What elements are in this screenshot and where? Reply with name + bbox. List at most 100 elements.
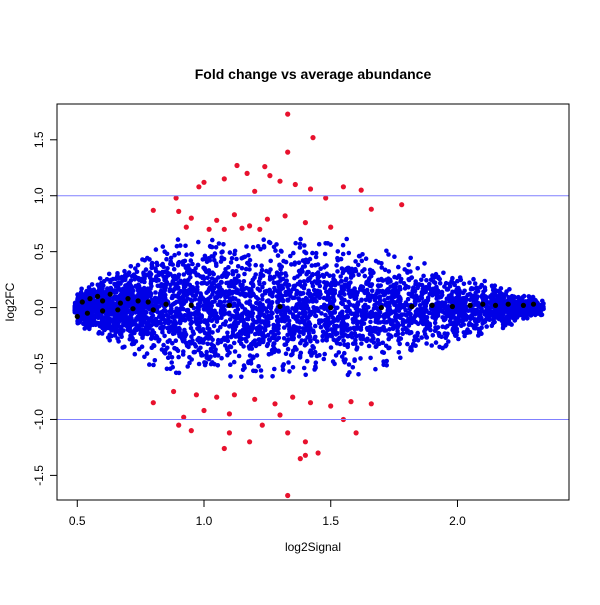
- data-point: [313, 254, 319, 260]
- data-point: [124, 282, 130, 288]
- data-point: [322, 317, 328, 323]
- data-point: [219, 315, 224, 321]
- data-point: [182, 327, 187, 333]
- data-point: [346, 287, 351, 293]
- data-point: [403, 307, 408, 313]
- data-point: [275, 299, 280, 304]
- data-point: [433, 316, 438, 322]
- data-point: [274, 294, 280, 299]
- data-point: [162, 249, 167, 254]
- data-point: [359, 321, 365, 326]
- data-point: [290, 365, 296, 370]
- data-point: [109, 328, 114, 333]
- data-point: [331, 292, 336, 298]
- data-point: [100, 308, 106, 314]
- data-point: [539, 312, 545, 318]
- data-point: [257, 311, 262, 317]
- data-point: [208, 335, 214, 341]
- data-point: [226, 289, 231, 295]
- data-point: [439, 292, 445, 298]
- data-point: [193, 392, 199, 398]
- data-point: [265, 319, 271, 325]
- data-point: [295, 302, 301, 307]
- data-point: [186, 311, 191, 317]
- data-point: [430, 292, 435, 298]
- data-point: [247, 439, 253, 445]
- data-point: [429, 302, 435, 308]
- data-point: [170, 341, 175, 346]
- data-point: [125, 318, 131, 324]
- data-point: [104, 309, 110, 314]
- data-point: [398, 336, 404, 341]
- data-point: [202, 319, 207, 325]
- data-point: [218, 339, 224, 345]
- data-point: [320, 329, 326, 335]
- data-point: [163, 308, 168, 314]
- data-point: [285, 346, 291, 352]
- data-point: [173, 314, 179, 319]
- data-point: [176, 354, 181, 360]
- data-point: [212, 257, 217, 263]
- data-point: [302, 249, 307, 255]
- data-point: [352, 331, 358, 336]
- data-point: [195, 311, 200, 317]
- data-point: [224, 274, 229, 280]
- data-point: [392, 254, 397, 259]
- data-point: [282, 213, 288, 219]
- data-point: [135, 298, 141, 304]
- data-point: [487, 317, 492, 323]
- data-point: [353, 316, 358, 321]
- data-point: [492, 302, 499, 308]
- data-point: [156, 277, 161, 283]
- data-point: [408, 255, 414, 261]
- data-point: [250, 322, 255, 327]
- data-point: [115, 284, 121, 290]
- data-point: [285, 332, 290, 338]
- data-point: [348, 275, 354, 280]
- data-point: [328, 403, 334, 409]
- data-point: [222, 299, 227, 304]
- data-point: [196, 307, 201, 313]
- data-point: [382, 320, 388, 325]
- data-point: [334, 324, 340, 329]
- data-point: [206, 309, 211, 315]
- data-point: [317, 283, 323, 289]
- data-point: [331, 273, 336, 278]
- data-point: [475, 294, 480, 299]
- data-point: [169, 309, 175, 315]
- data-point: [242, 271, 247, 277]
- data-point: [353, 259, 358, 264]
- data-point: [456, 336, 461, 342]
- data-point: [299, 338, 305, 343]
- data-point: [419, 277, 424, 283]
- data-point: [390, 309, 396, 315]
- data-point: [170, 293, 176, 299]
- data-point: [298, 236, 303, 242]
- data-point: [382, 312, 387, 318]
- data-point: [265, 313, 270, 319]
- data-point: [509, 310, 514, 316]
- data-point: [342, 332, 348, 337]
- data-point: [158, 288, 164, 294]
- data-point: [278, 287, 283, 293]
- data-point: [239, 265, 245, 271]
- data-point: [151, 362, 156, 368]
- data-point: [359, 341, 364, 346]
- data-point: [104, 314, 110, 319]
- data-point: [281, 336, 287, 341]
- data-point: [268, 267, 273, 272]
- data-point: [366, 278, 372, 283]
- data-point: [135, 305, 141, 311]
- data-point: [376, 289, 381, 295]
- data-point: [170, 302, 176, 307]
- data-point: [394, 313, 399, 318]
- data-point: [252, 188, 258, 194]
- data-point: [192, 296, 198, 302]
- data-point: [210, 330, 215, 335]
- data-point: [312, 313, 318, 318]
- data-point: [467, 280, 472, 286]
- data-point: [177, 334, 182, 339]
- data-point: [115, 271, 120, 276]
- data-point: [255, 301, 261, 306]
- data-point: [150, 307, 156, 313]
